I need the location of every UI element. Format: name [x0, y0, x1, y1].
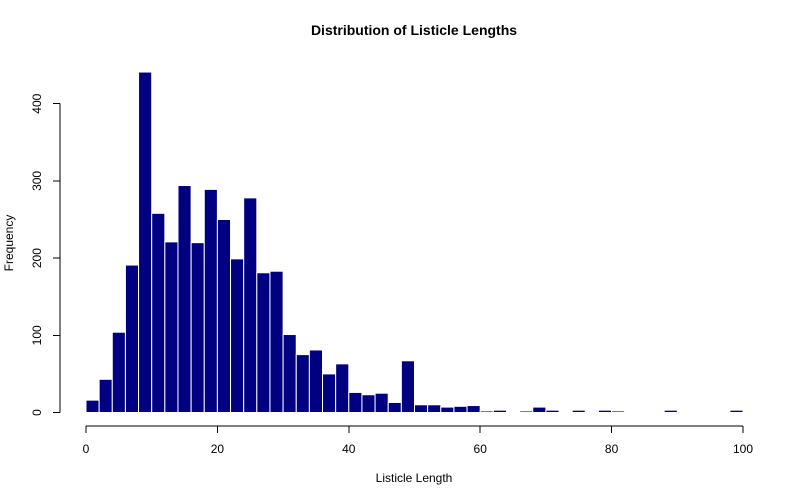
x-axis-label: Listicle Length — [376, 471, 453, 485]
histogram-bar — [164, 241, 179, 413]
bars-group — [85, 71, 744, 414]
x-tick-label: 40 — [342, 442, 356, 456]
histogram-bar — [243, 197, 258, 413]
histogram-bar — [138, 71, 153, 413]
histogram-bar — [414, 404, 429, 413]
histogram-bar — [151, 212, 166, 413]
histogram-bar — [571, 409, 586, 413]
histogram-bar — [440, 406, 455, 414]
histogram-bar — [335, 363, 350, 414]
y-tick-label: 200 — [30, 248, 44, 268]
histogram-bar — [729, 409, 744, 413]
histogram-bar — [584, 411, 599, 413]
x-axis: 0 20 40 60 80 100 — [83, 425, 753, 456]
histogram-bar — [492, 409, 507, 413]
histogram-bar — [716, 411, 731, 413]
histogram-bar — [216, 219, 232, 413]
histogram-bar — [479, 410, 494, 413]
histogram-bar — [322, 373, 337, 413]
chart-title: Distribution of Listicle Lengths — [311, 22, 517, 38]
histogram-bar — [545, 409, 560, 413]
histogram-bar — [85, 399, 100, 414]
histogram-bar — [308, 349, 324, 413]
histogram-bar — [637, 411, 652, 413]
x-tick-label: 80 — [605, 442, 619, 456]
histogram-bar — [230, 258, 245, 414]
histogram-bar — [387, 401, 402, 413]
histogram-bar — [532, 406, 547, 414]
y-tick-label: 400 — [30, 93, 44, 113]
x-tick-label: 60 — [474, 442, 488, 456]
histogram-bar — [190, 242, 205, 413]
x-tick-label: 0 — [83, 442, 90, 456]
histogram-bar — [124, 264, 140, 413]
y-tick-label: 0 — [30, 409, 44, 416]
histogram-bar — [597, 409, 613, 413]
histogram-bar — [269, 270, 284, 413]
histogram-bar — [466, 405, 481, 414]
y-axis: 0 100 200 300 400 — [30, 93, 61, 416]
histogram-bar — [374, 392, 389, 414]
histogram-bar — [203, 188, 218, 413]
histogram-bar — [453, 405, 468, 414]
histogram-bar — [348, 391, 363, 414]
histogram-bar — [98, 378, 113, 413]
histogram-bar — [177, 185, 192, 413]
histogram-bar — [256, 272, 271, 413]
y-tick-label: 100 — [30, 325, 44, 345]
histogram-bar — [295, 354, 310, 414]
y-tick-label: 300 — [30, 171, 44, 191]
histogram-bar — [505, 411, 521, 413]
histogram-bar — [111, 331, 126, 414]
histogram-bar — [611, 410, 626, 413]
histogram-bar — [663, 409, 678, 413]
histogram-bar — [427, 404, 442, 413]
histogram-bar — [282, 334, 297, 414]
histogram-bar — [400, 360, 415, 413]
histogram-bar — [361, 394, 376, 413]
histogram-bar — [519, 410, 534, 413]
y-axis-label: Frequency — [2, 215, 16, 272]
histogram-bar — [650, 411, 665, 413]
x-tick-label: 100 — [733, 442, 753, 456]
x-tick-label: 20 — [211, 442, 225, 456]
histogram-bar — [624, 411, 639, 413]
